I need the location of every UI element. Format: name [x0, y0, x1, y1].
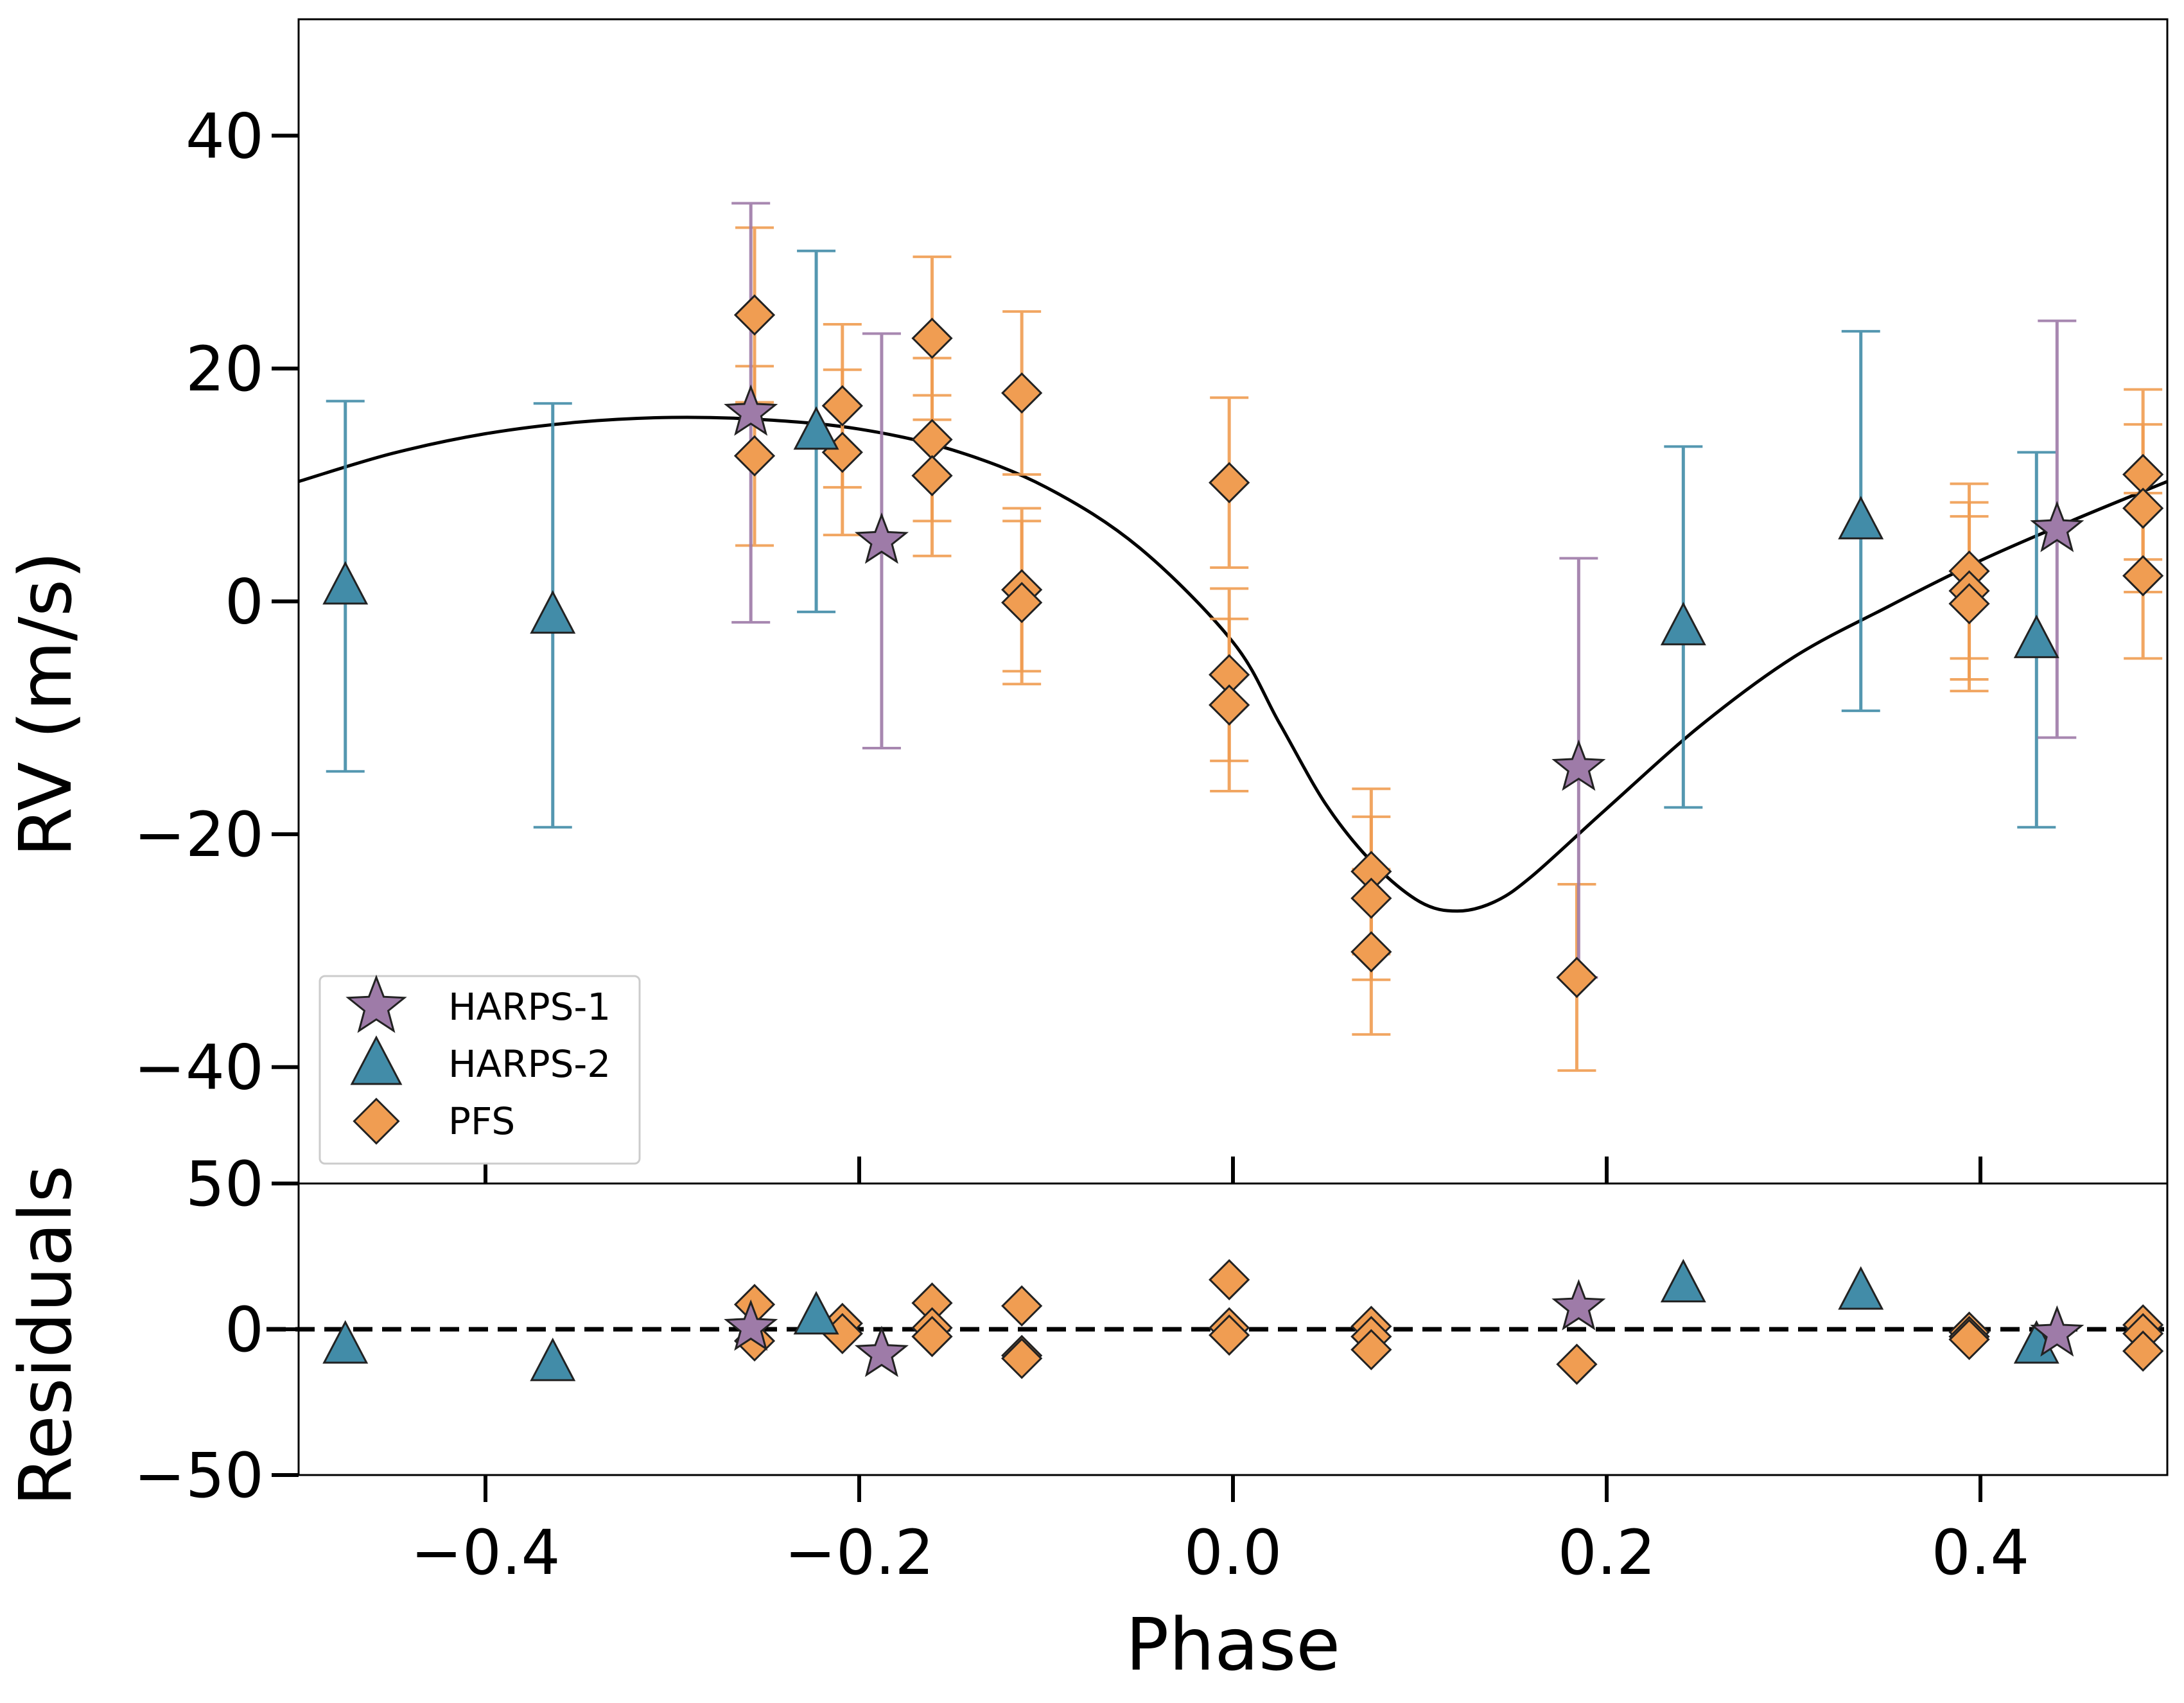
rv-point-harps-2	[530, 590, 576, 634]
residuals-x-tick-label: 0.2	[1558, 1517, 1656, 1589]
rv-point-pfs	[1350, 877, 1392, 919]
residual-point-pfs	[1350, 1329, 1392, 1370]
rv-model-curve	[298, 415, 2168, 913]
rv-point-harps-1	[724, 384, 778, 436]
residual-point-harps-2	[1838, 1266, 1884, 1310]
legend-label-harps-2: HARPS-2	[448, 1042, 611, 1086]
residual-point-pfs	[2122, 1330, 2164, 1372]
rv-point-pfs	[1350, 931, 1392, 973]
rv-point-harps-1	[1551, 739, 1606, 791]
rv-point-pfs	[2122, 555, 2164, 597]
legend-marker-shape	[345, 974, 407, 1033]
residuals-y-tick-label: 50	[186, 1148, 264, 1220]
residual-point-pfs	[1209, 1259, 1250, 1300]
legend-box	[319, 975, 641, 1165]
residual-point-harps-2	[530, 1337, 576, 1381]
rv-point-pfs	[911, 419, 953, 460]
residuals-y-axis-label: Residuals	[4, 1165, 88, 1506]
residual-point-pfs	[1948, 1318, 1990, 1361]
rv-point-harps-2	[322, 561, 369, 605]
residual-point-pfs	[1556, 1343, 1598, 1385]
residual-point-pfs	[1001, 1338, 1043, 1379]
legend: HARPS-1 HARPS-2 PFS	[319, 974, 641, 1165]
legend-marker-harps-1	[345, 974, 407, 1033]
residual-point-pfs	[1001, 1285, 1043, 1327]
residual-point-harps-1	[854, 1325, 909, 1377]
rv-y-tick-label: −40	[134, 1032, 264, 1104]
rv-point-pfs	[1556, 956, 1598, 999]
residual-point-pfs	[911, 1316, 953, 1358]
rv-point-harps-1	[854, 512, 909, 564]
residuals-x-tick-label: −0.2	[784, 1517, 934, 1589]
residual-point-harps-2	[322, 1320, 369, 1364]
residual-point-harps-2	[1660, 1259, 1706, 1303]
residual-point-pfs	[1209, 1314, 1250, 1356]
legend-label-pfs: PFS	[448, 1099, 515, 1143]
residuals-y-tick-label: 0	[225, 1294, 264, 1366]
residuals-x-tick-label: 0.0	[1184, 1517, 1282, 1589]
rv-point-pfs	[911, 317, 953, 359]
rv-y-tick-label: 0	[225, 566, 264, 638]
rv-errorbars	[326, 202, 2163, 1072]
rv-point-harps-2	[2013, 615, 2059, 658]
rv-y-tick-label: 40	[186, 100, 264, 172]
rv-point-harps-1	[2030, 500, 2084, 552]
rv-point-harps-2	[1838, 496, 1884, 539]
residuals-panel: −50 0 50 −0.4 −0.2 0.0 0.2 0.4 Residuals Phase	[4, 1148, 2169, 1687]
residual-point-harps-1	[1551, 1279, 1606, 1331]
phase-x-axis-label: Phase	[1126, 1603, 1340, 1687]
rv-point-harps-2	[1660, 602, 1706, 645]
residuals-data-points	[322, 1259, 2164, 1385]
rv-point-pfs	[2122, 487, 2164, 529]
rv-point-pfs	[1001, 582, 1043, 624]
rv-point-pfs	[1209, 462, 1250, 503]
rv-point-pfs	[1209, 684, 1250, 726]
legend-marker-harps-2	[350, 1035, 403, 1085]
residual-point-harps-1	[2030, 1305, 2084, 1357]
legend-marker-shape	[353, 1097, 400, 1145]
residual-point-harps-2	[793, 1291, 839, 1335]
rv-point-pfs	[1948, 583, 1990, 625]
rv-y-axis-label: RV (m/s)	[4, 551, 88, 857]
rv-model-curve-group	[298, 415, 2168, 913]
residuals-x-tick-label: −0.4	[410, 1517, 560, 1589]
rv-point-pfs	[1001, 372, 1043, 414]
residuals-panel-ticks: −50 0 50 −0.4 −0.2 0.0 0.2 0.4	[134, 1148, 2029, 1589]
legend-label-harps-1: HARPS-1	[448, 985, 611, 1029]
rv-point-pfs	[733, 294, 776, 336]
rv-panel: −40 −20 0 20 40 RV (m/s)	[4, 18, 2169, 1185]
legend-marker-shape	[350, 1035, 403, 1085]
rv-point-harps-2	[793, 406, 839, 450]
rv-data-points	[322, 294, 2164, 999]
residuals-y-tick-label: −50	[134, 1440, 264, 1512]
rv-point-pfs	[821, 385, 863, 427]
legend-marker-pfs	[353, 1097, 400, 1145]
rv-point-pfs	[733, 435, 776, 476]
residual-point-harps-1	[724, 1299, 778, 1351]
rv-point-pfs	[911, 455, 953, 496]
rv-panel-ticks: −40 −20 0 20 40	[134, 100, 1982, 1183]
rv-y-tick-label: 20	[186, 333, 264, 405]
residuals-x-tick-label: 0.4	[1932, 1517, 2030, 1589]
rv-y-tick-label: −20	[134, 799, 264, 871]
